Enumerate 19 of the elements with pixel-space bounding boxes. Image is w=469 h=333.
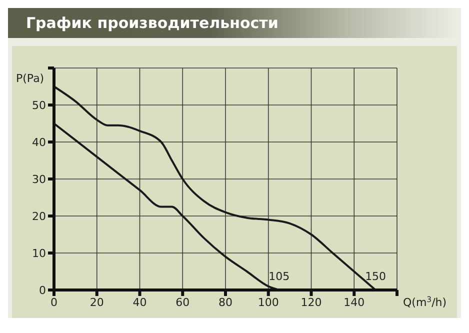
y-tick-label: 0 — [39, 284, 46, 297]
y-axis-title: P(Pa) — [16, 72, 44, 85]
x-tick-label: 60 — [176, 296, 190, 309]
x-tick-label: 20 — [90, 296, 104, 309]
y-tick-label: 10 — [32, 246, 46, 260]
y-tick-label: 50 — [32, 98, 46, 112]
chart-title: График производительности — [8, 8, 461, 38]
y-tick-label: 30 — [32, 172, 46, 186]
x-tick-label: 40 — [132, 296, 147, 309]
x-tick-label: 120 — [300, 296, 322, 309]
y-tick-label: 20 — [32, 210, 46, 223]
x-tick-label: 140 — [344, 296, 365, 309]
x-tick-label: 100 — [258, 296, 279, 309]
annotation: 150 — [365, 270, 386, 283]
y-tick-label: 40 — [32, 136, 46, 149]
x-tick-label: 80 — [218, 296, 232, 309]
annotation: 105 — [268, 270, 290, 283]
x-axis-title: Q(m$^{3}$/h) — [403, 294, 447, 309]
x-tick-label: 0 — [50, 296, 58, 309]
